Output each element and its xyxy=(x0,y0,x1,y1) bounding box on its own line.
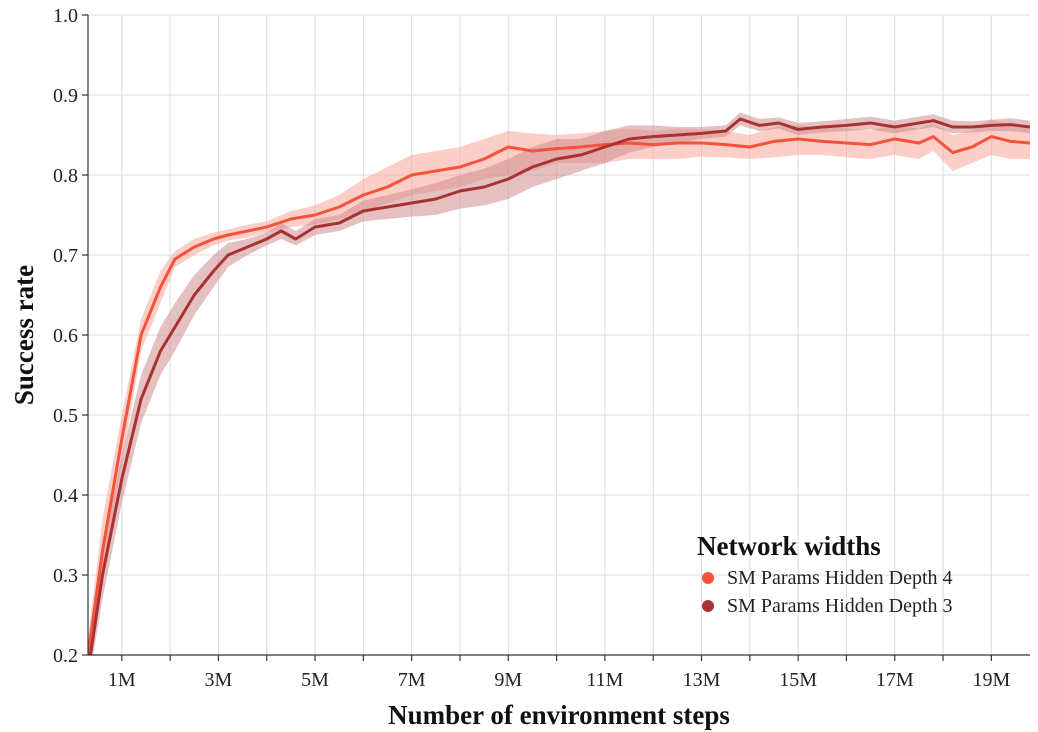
x-tick-label: 15M xyxy=(779,669,817,691)
x-tick-label: 7M xyxy=(398,669,426,691)
y-tick-label: 0.8 xyxy=(53,165,78,187)
x-axis-title: Number of environment steps xyxy=(388,700,730,730)
legend-label: SM Params Hidden Depth 3 xyxy=(727,595,953,617)
y-tick-label: 0.5 xyxy=(53,405,78,427)
legend-label: SM Params Hidden Depth 4 xyxy=(727,567,953,589)
y-tick-label: 1.0 xyxy=(53,5,78,27)
y-tick-label: 0.3 xyxy=(53,565,78,587)
axes: 0.2 0.3 0.4 0.5 0.6 0.7 0.8 0.9 1.0 1M 3M 5M 7M 9M 11M… xyxy=(53,5,1030,691)
x-tick-label: 9M xyxy=(494,669,522,691)
legend-marker xyxy=(702,600,714,612)
x-tick-label: 3M xyxy=(205,669,233,691)
y-tick-label: 0.4 xyxy=(53,485,78,507)
legend: Network widths SM Params Hidden Depth 4 S… xyxy=(697,531,953,617)
legend-title: Network widths xyxy=(697,531,881,561)
y-tick-label: 0.9 xyxy=(53,85,78,107)
x-tick-label: 13M xyxy=(683,669,721,691)
x-tick-label: 11M xyxy=(586,669,623,691)
grid xyxy=(88,14,1030,656)
series-line-2 xyxy=(88,117,1030,655)
y-axis-title: Success rate xyxy=(9,265,39,405)
y-tick-label: 0.2 xyxy=(53,645,78,667)
x-tick-label: 1M xyxy=(108,669,136,691)
x-tick-label: 17M xyxy=(876,669,914,691)
x-tick-label: 5M xyxy=(301,669,329,691)
y-tick-label: 0.7 xyxy=(53,245,78,267)
y-tick-label: 0.6 xyxy=(53,325,78,347)
series-line-1 xyxy=(88,135,1030,655)
series-lines xyxy=(88,117,1030,655)
legend-marker xyxy=(702,572,714,584)
x-tick-label: 19M xyxy=(972,669,1010,691)
